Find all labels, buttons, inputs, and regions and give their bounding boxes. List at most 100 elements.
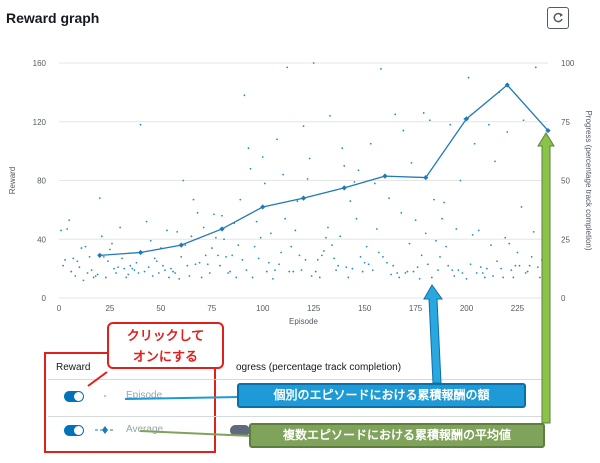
average-point bbox=[300, 195, 307, 201]
episode-point bbox=[127, 273, 130, 276]
average-toggle[interactable] bbox=[64, 425, 84, 436]
x-tick-label: 0 bbox=[57, 304, 62, 313]
episode-point bbox=[223, 238, 225, 241]
episode-point bbox=[398, 276, 401, 279]
refresh-button[interactable] bbox=[547, 7, 569, 29]
x-tick-label: 225 bbox=[511, 304, 525, 313]
episode-point bbox=[82, 279, 85, 282]
episode-point bbox=[528, 264, 531, 267]
episode-point bbox=[406, 270, 409, 273]
episode-point bbox=[518, 264, 521, 267]
episode-point bbox=[377, 251, 380, 254]
episode-point bbox=[74, 275, 77, 277]
episode-point bbox=[325, 236, 327, 239]
episode-point bbox=[369, 142, 372, 145]
episode-point bbox=[276, 138, 278, 141]
episode-point bbox=[302, 125, 305, 128]
episode-point bbox=[394, 113, 397, 116]
episode-point bbox=[410, 161, 413, 164]
episode-point bbox=[512, 276, 515, 279]
episode-point bbox=[259, 236, 262, 239]
episode-toggle[interactable] bbox=[64, 391, 84, 402]
episode-point bbox=[388, 197, 390, 200]
episode-point bbox=[164, 269, 166, 271]
episode-point bbox=[455, 228, 458, 230]
episode-point bbox=[430, 276, 433, 279]
episode-point bbox=[416, 266, 419, 269]
episode-point bbox=[176, 231, 179, 233]
episode-point bbox=[459, 179, 462, 182]
episode-point bbox=[229, 270, 232, 273]
episode-point bbox=[188, 275, 191, 277]
episode-point bbox=[320, 254, 323, 257]
episode-point bbox=[296, 200, 299, 202]
episode-point bbox=[143, 270, 146, 273]
episode-point bbox=[157, 272, 160, 274]
y-axis-label: Reward bbox=[8, 167, 17, 195]
average-point bbox=[341, 185, 347, 191]
average-point bbox=[137, 249, 144, 256]
legend-reward-header: Reward bbox=[56, 362, 91, 373]
episode-point bbox=[62, 264, 64, 267]
episode-point bbox=[133, 269, 136, 271]
episode-point bbox=[471, 233, 474, 236]
episode-point bbox=[243, 94, 246, 97]
episode-point bbox=[235, 276, 238, 279]
episode-point bbox=[182, 179, 185, 182]
average-point bbox=[260, 204, 266, 210]
average-point bbox=[423, 174, 429, 181]
episode-point bbox=[347, 276, 350, 279]
episode-point bbox=[109, 248, 111, 251]
legend-progress-header: ogress (percentage track completion) bbox=[236, 362, 402, 373]
episode-point bbox=[129, 264, 132, 267]
episode-point bbox=[418, 278, 421, 280]
episode-point bbox=[341, 147, 344, 150]
episode-point bbox=[492, 275, 494, 277]
x-tick-label: 50 bbox=[156, 304, 165, 313]
episode-point bbox=[469, 263, 472, 266]
episode-point bbox=[490, 244, 492, 247]
progress-toggle[interactable] bbox=[230, 425, 250, 436]
episode-point bbox=[400, 211, 403, 214]
episode-point bbox=[508, 242, 511, 245]
episode-point bbox=[447, 264, 450, 267]
x-tick-label: 100 bbox=[256, 304, 270, 313]
episode-point bbox=[92, 276, 95, 279]
episode-point bbox=[467, 76, 470, 79]
episode-point bbox=[318, 276, 321, 279]
episode-point bbox=[270, 232, 272, 235]
episode-point bbox=[475, 272, 478, 274]
episode-point bbox=[329, 114, 331, 117]
episode-point bbox=[437, 269, 439, 271]
episode-point bbox=[382, 255, 384, 258]
episode-point bbox=[322, 250, 325, 252]
episode-point bbox=[272, 278, 274, 280]
episode-point bbox=[504, 236, 507, 239]
average-point bbox=[219, 226, 225, 232]
episode-point bbox=[443, 201, 445, 204]
episode-point bbox=[308, 157, 311, 160]
episode-point bbox=[149, 239, 152, 242]
episode-point bbox=[174, 272, 177, 274]
episode-point bbox=[168, 276, 170, 279]
episode-point bbox=[414, 219, 417, 222]
episode-point bbox=[178, 278, 181, 280]
episode-point bbox=[265, 270, 268, 273]
episode-point bbox=[445, 245, 448, 248]
episode-point bbox=[286, 66, 289, 69]
episode-point bbox=[451, 269, 454, 271]
episode-point bbox=[540, 258, 543, 261]
x-tick-label: 125 bbox=[307, 304, 321, 313]
episode-point bbox=[502, 276, 505, 279]
x-tick-label: 150 bbox=[358, 304, 372, 313]
episode-point bbox=[278, 263, 280, 266]
y-tick-label: 120 bbox=[33, 118, 47, 127]
episode-point bbox=[204, 254, 207, 257]
episode-point bbox=[239, 198, 242, 201]
episode-point bbox=[249, 167, 252, 170]
x-tick-label: 175 bbox=[409, 304, 423, 313]
episode-point bbox=[536, 266, 539, 269]
episode-point bbox=[267, 261, 270, 264]
episode-point bbox=[524, 272, 527, 274]
episode-point bbox=[349, 200, 352, 202]
